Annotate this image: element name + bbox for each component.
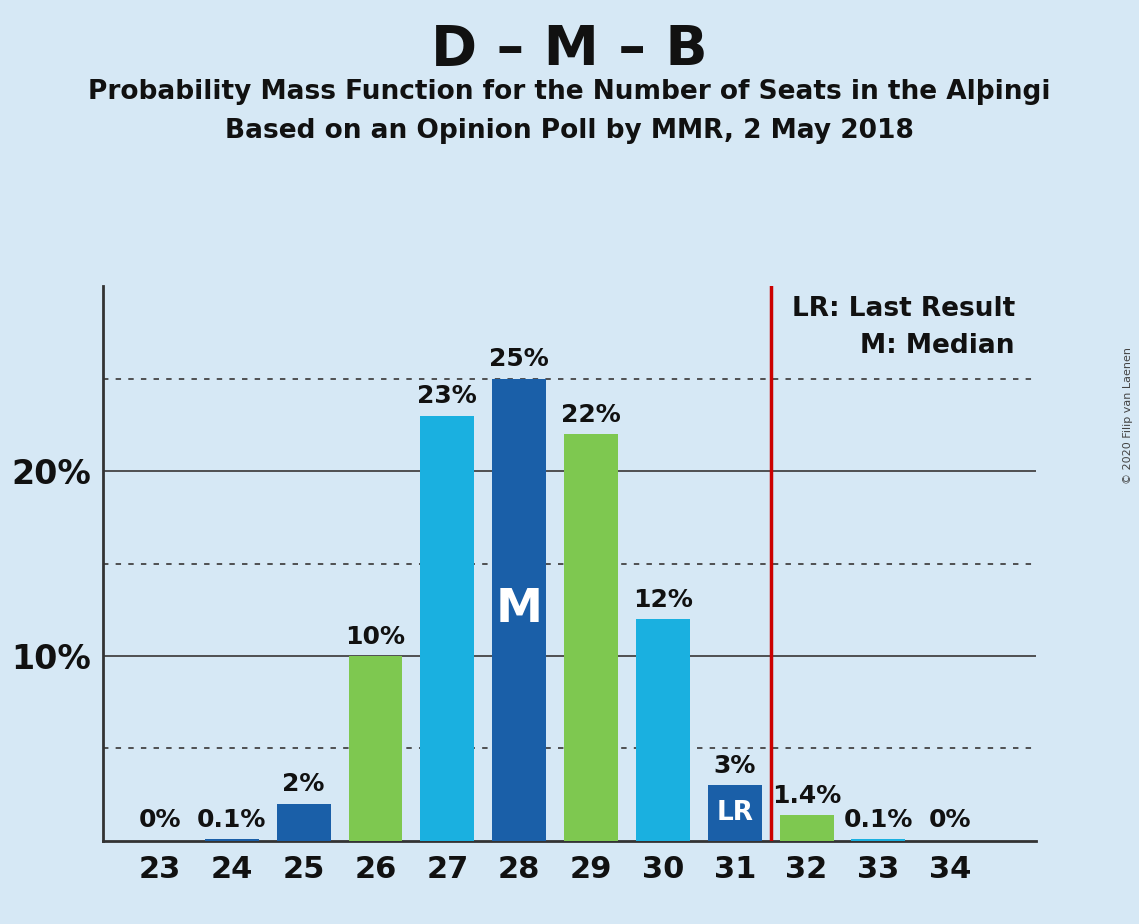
Bar: [707, 785, 762, 841]
Bar: [277, 804, 330, 841]
Bar: [420, 416, 474, 841]
Text: 22%: 22%: [562, 403, 621, 427]
Text: 0.1%: 0.1%: [197, 808, 267, 832]
Bar: [492, 379, 547, 841]
Text: D – M – B: D – M – B: [432, 23, 707, 77]
Text: M: M: [495, 588, 542, 632]
Text: Based on an Opinion Poll by MMR, 2 May 2018: Based on an Opinion Poll by MMR, 2 May 2…: [226, 118, 913, 144]
Text: LR: Last Result: LR: Last Result: [792, 296, 1015, 322]
Text: 0.1%: 0.1%: [844, 808, 913, 832]
Text: 0%: 0%: [139, 808, 181, 832]
Text: 1.4%: 1.4%: [772, 784, 842, 808]
Bar: [349, 656, 402, 841]
Text: 25%: 25%: [490, 347, 549, 371]
Text: 2%: 2%: [282, 772, 325, 796]
Text: 0%: 0%: [929, 808, 972, 832]
Bar: [780, 815, 834, 841]
Bar: [852, 839, 906, 841]
Text: 3%: 3%: [713, 754, 756, 778]
Bar: [205, 839, 259, 841]
Text: 10%: 10%: [345, 625, 405, 649]
Text: M: Median: M: Median: [860, 333, 1015, 359]
Text: © 2020 Filip van Laenen: © 2020 Filip van Laenen: [1123, 347, 1133, 484]
Bar: [636, 619, 690, 841]
Text: 23%: 23%: [418, 384, 477, 408]
Text: Probability Mass Function for the Number of Seats in the Alþingi: Probability Mass Function for the Number…: [88, 79, 1051, 104]
Text: LR: LR: [716, 800, 753, 826]
Text: 12%: 12%: [633, 588, 693, 612]
Bar: [564, 434, 618, 841]
